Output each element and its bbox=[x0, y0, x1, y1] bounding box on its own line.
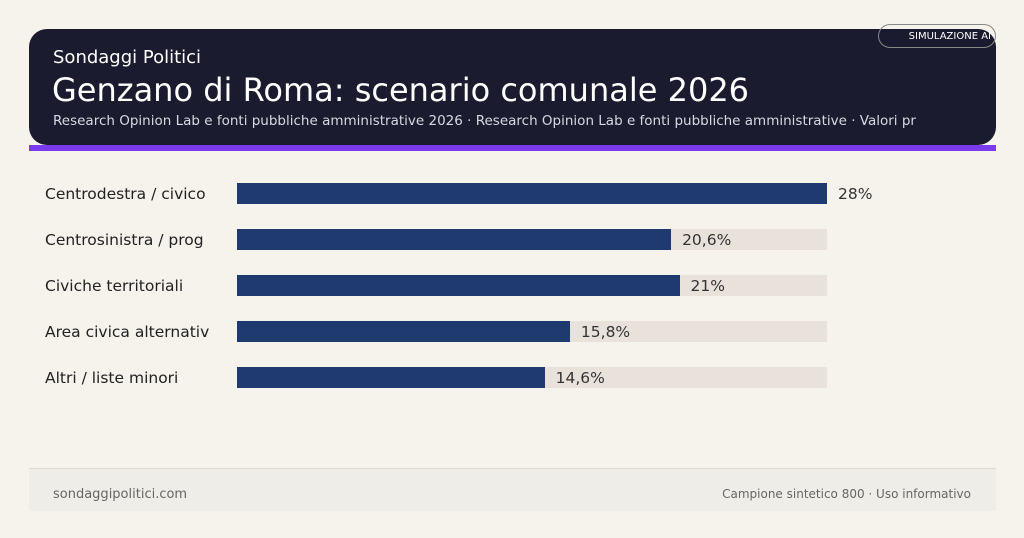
footer-note: Campione sintetico 800 · Uso informativo bbox=[722, 487, 971, 501]
value-label: 15,8% bbox=[580, 323, 631, 341]
category-label: Centrosinistra / prog bbox=[45, 231, 204, 249]
header-banner: Sondaggi Politici Genzano di Roma: scena… bbox=[29, 29, 996, 145]
simulation-badge: SIMULAZIONE AI bbox=[878, 24, 996, 48]
value-label: 14,6% bbox=[555, 369, 605, 387]
category-label: Area civica alternativ bbox=[45, 323, 210, 341]
bar bbox=[237, 229, 672, 250]
accent-stripe bbox=[29, 145, 996, 151]
category-label: Civiche territoriali bbox=[45, 277, 184, 295]
subtitle: Research Opinion Lab e fonti pubbliche a… bbox=[53, 113, 916, 129]
category-label: Altri / liste minori bbox=[45, 369, 179, 387]
bar bbox=[237, 321, 570, 342]
value-label: 20,6% bbox=[682, 231, 732, 249]
bar bbox=[237, 183, 827, 204]
footer: sondaggipolitici.com Campione sintetico … bbox=[29, 468, 996, 511]
bar bbox=[237, 367, 545, 388]
category-label: Centrodestra / civico bbox=[45, 185, 206, 203]
page-title: Genzano di Roma: scenario comunale 2026 bbox=[52, 71, 750, 109]
footer-site: sondaggipolitici.com bbox=[53, 487, 188, 502]
bar bbox=[237, 275, 680, 296]
value-label: 21% bbox=[690, 277, 725, 295]
value-label: 28% bbox=[838, 185, 873, 203]
brand-name: Sondaggi Politici bbox=[53, 47, 202, 68]
